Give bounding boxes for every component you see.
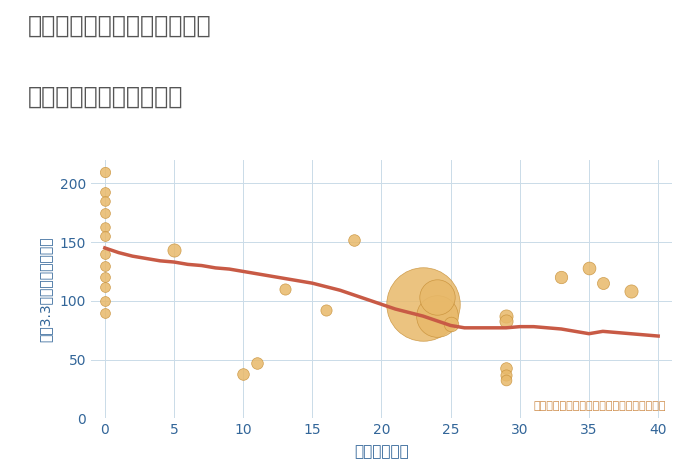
Point	[99, 197, 111, 205]
Point	[99, 223, 111, 230]
Point	[500, 364, 512, 371]
Point	[99, 283, 111, 290]
Point	[500, 376, 512, 384]
Point	[445, 321, 456, 328]
Point	[251, 359, 262, 367]
Text: 兵庫県西宮市甲子園砂田町の: 兵庫県西宮市甲子園砂田町の	[28, 14, 211, 38]
Point	[169, 246, 180, 254]
Point	[99, 168, 111, 175]
Point	[597, 279, 608, 287]
Point	[279, 285, 290, 293]
Point	[431, 293, 442, 301]
X-axis label: 築年数（年）: 築年数（年）	[354, 444, 409, 459]
Point	[500, 312, 512, 320]
Point	[99, 297, 111, 305]
Point	[321, 306, 332, 314]
Point	[99, 250, 111, 258]
Point	[99, 274, 111, 281]
Point	[237, 370, 248, 377]
Point	[99, 233, 111, 240]
Point	[99, 188, 111, 196]
Point	[417, 301, 428, 308]
Point	[500, 371, 512, 379]
Text: 円の大きさは、取引のあった物件面積を示す: 円の大きさは、取引のあった物件面積を示す	[533, 400, 666, 411]
Point	[625, 288, 636, 295]
Point	[583, 264, 594, 272]
Point	[348, 236, 359, 243]
Y-axis label: 坪（3.3㎡）単価（万円）: 坪（3.3㎡）単価（万円）	[38, 236, 52, 342]
Point	[431, 312, 442, 320]
Point	[99, 309, 111, 316]
Point	[99, 209, 111, 216]
Point	[556, 274, 567, 281]
Point	[99, 262, 111, 269]
Text: 築年数別中古戸建て価格: 築年数別中古戸建て価格	[28, 85, 183, 109]
Point	[500, 317, 512, 324]
